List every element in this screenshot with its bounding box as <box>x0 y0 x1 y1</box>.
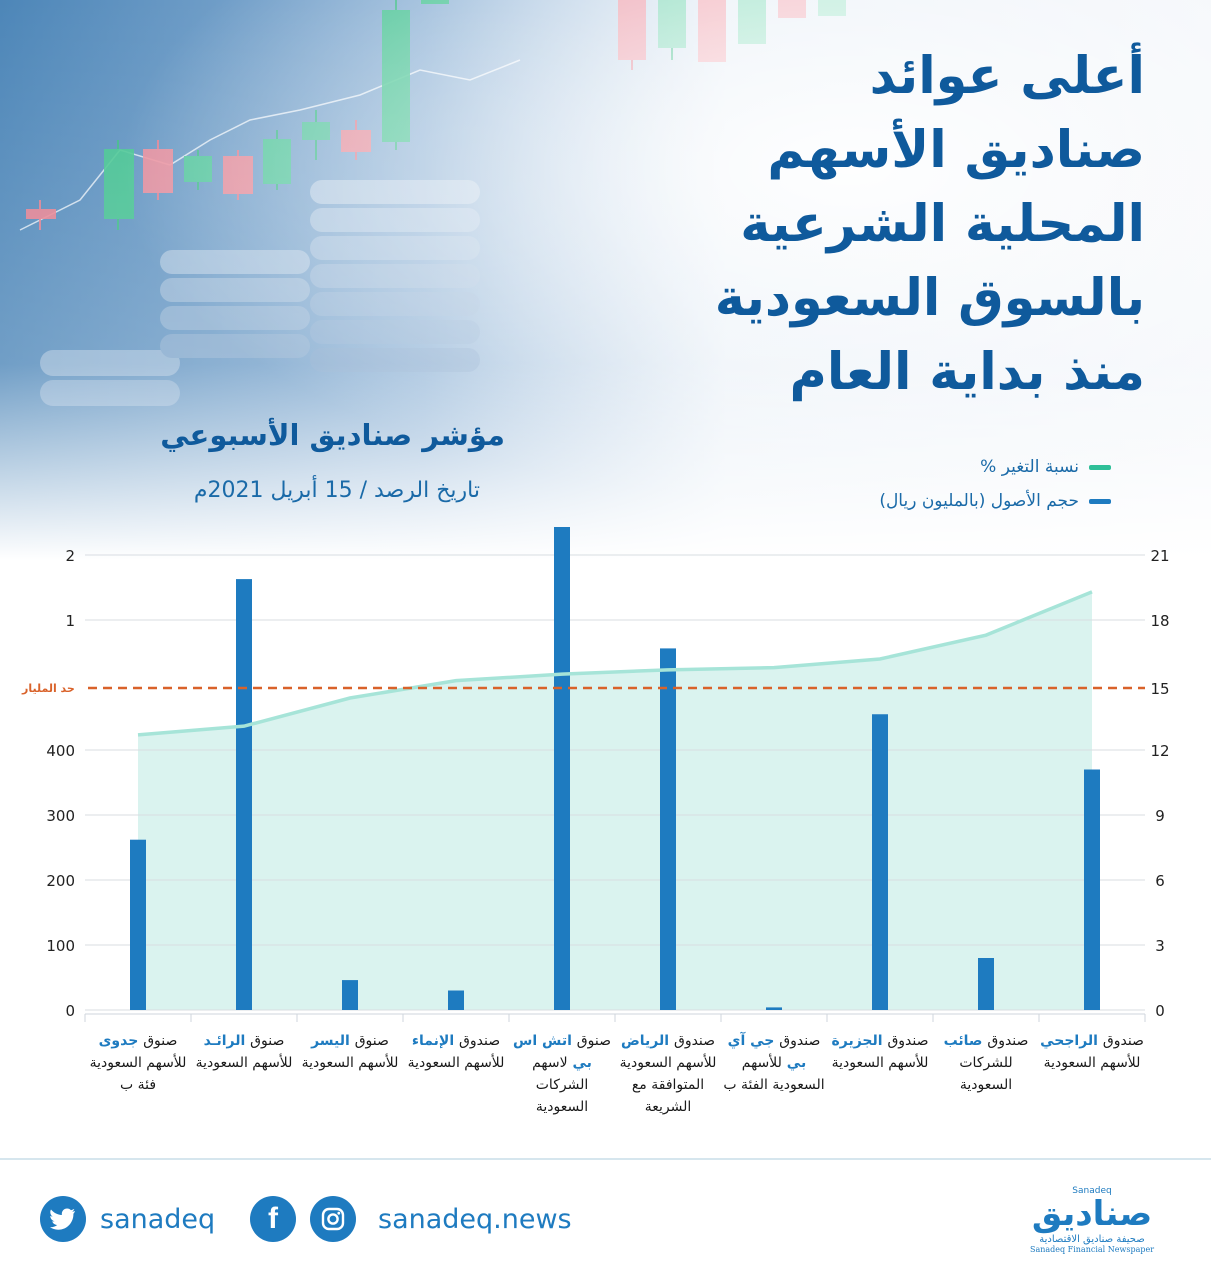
category-name: الرياض <box>620 1033 674 1049</box>
bar-assets <box>660 648 676 1010</box>
left-tick-label: 300 <box>46 807 75 825</box>
twitter-block: sanadeq <box>40 1196 215 1242</box>
bar-assets <box>1084 769 1100 1010</box>
legend-label-assets: حجم الأصول (بالمليون ريال) <box>879 491 1079 511</box>
category-label: صندوق الإنماء للأسهم السعودية <box>402 1030 510 1074</box>
chart-legend: نسبة التغير % حجم الأصول (بالمليون ريال) <box>751 450 1111 518</box>
category-label: صندوق الراجحي للأسهم السعودية <box>1038 1030 1146 1074</box>
legend-item-change: نسبة التغير % <box>751 450 1111 484</box>
website-link[interactable]: sanadeq.news <box>378 1203 572 1235</box>
bar-assets <box>766 1007 782 1010</box>
title-line: منذ بداية العام <box>789 343 1145 402</box>
title-line: المحلية الشرعية <box>740 195 1145 254</box>
category-prefix: صندوق <box>779 1033 821 1049</box>
legend-item-assets: حجم الأصول (بالمليون ريال) <box>751 484 1111 518</box>
category-prefix: صندوق <box>673 1033 716 1049</box>
category-name: جدوى <box>98 1033 144 1049</box>
category-name: الراجحي <box>1040 1033 1103 1049</box>
category-label: صندوق الرياض للأسهم السعودية المتوافقة م… <box>614 1030 722 1118</box>
category-label: صنوق الرائـد للأسهم السعودية <box>190 1030 298 1074</box>
left-tick-label: 200 <box>46 872 75 890</box>
chart-subtitle: مؤشر صناديق الأسبوعي <box>160 418 505 452</box>
bar-assets <box>872 714 888 1010</box>
category-prefix: صنوق <box>143 1033 178 1049</box>
twitter-handle[interactable]: sanadeq <box>100 1203 216 1235</box>
category-name: اليسر <box>311 1033 355 1049</box>
category-name: الإنماء <box>411 1033 460 1049</box>
threshold-label: حد المليار <box>21 682 75 695</box>
bar-assets <box>236 579 252 1010</box>
bar-assets <box>342 980 358 1010</box>
title-line: بالسوق السعودية <box>714 269 1145 328</box>
right-tick-label: 18 <box>1150 612 1169 630</box>
hero-background <box>0 0 1211 560</box>
category-desc: للأسهم السعودية المتوافقة مع الشريعة <box>619 1055 717 1115</box>
right-tick-label: 15 <box>1150 680 1169 698</box>
category-name: اتش اس بي <box>513 1033 592 1071</box>
category-prefix: صندوق <box>1102 1033 1144 1049</box>
category-name: صائب <box>943 1033 988 1049</box>
logo-main-text: صناديق <box>1031 1194 1153 1234</box>
category-desc: للأسهم السعودية <box>301 1055 399 1071</box>
category-name: الرائـد <box>203 1033 251 1049</box>
category-prefix: صنوق <box>250 1033 285 1049</box>
category-name: جي آي بي <box>727 1033 807 1071</box>
category-label: صندوق الجزيرة للأسهم السعودية <box>826 1030 934 1074</box>
category-name: الجزيرة <box>831 1033 888 1049</box>
change-line <box>137 590 1093 737</box>
web-block: f sanadeq.news <box>250 1196 572 1242</box>
category-prefix: صندوق <box>987 1033 1029 1049</box>
category-desc: للأسهم السعودية الفئة ب <box>723 1055 825 1093</box>
category-desc: لاسهم الشركات السعودية <box>532 1055 589 1115</box>
category-desc: للأسهم السعودية <box>831 1055 929 1071</box>
right-tick-label: 9 <box>1155 807 1165 825</box>
observation-date: تاريخ الرصد / 15 أبريل 2021م <box>193 478 480 503</box>
sanadeq-logo: Sanadeq صناديق صحيفة صناديق الاقتصادية S… <box>1017 1186 1167 1254</box>
category-desc: للشركات السعودية <box>959 1055 1013 1093</box>
left-tick-label: 2 <box>65 547 75 565</box>
bar-assets <box>554 527 570 1010</box>
instagram-icon[interactable] <box>310 1196 356 1242</box>
category-label: صنوق جدوى للأسهم السعودية فئة ب <box>84 1030 192 1096</box>
facebook-icon[interactable]: f <box>250 1196 296 1242</box>
twitter-icon[interactable] <box>40 1196 86 1242</box>
category-label: صنوق اتش اس بي لاسهم الشركات السعودية <box>508 1030 616 1118</box>
left-tick-label: 100 <box>46 937 75 955</box>
left-tick-label: 0 <box>65 1002 75 1020</box>
category-prefix: صندوق <box>887 1033 929 1049</box>
category-desc: للأسهم السعودية <box>1043 1055 1141 1071</box>
title-line: أعلى عوائد <box>869 47 1145 106</box>
title-line: صناديق الأسهم <box>767 121 1145 180</box>
right-tick-label: 6 <box>1155 872 1165 890</box>
category-label: صندوق جي آي بي للأسهم السعودية الفئة ب <box>720 1030 828 1096</box>
legend-swatch-line <box>1089 464 1111 470</box>
category-prefix: صندوق <box>459 1033 501 1049</box>
bar-assets <box>448 990 464 1010</box>
left-tick-label: 400 <box>46 742 75 760</box>
bar-assets <box>978 958 994 1010</box>
main-title: أعلى عوائد صناديق الأسهم المحلية الشرعية… <box>445 40 1145 410</box>
change-area <box>138 591 1092 1010</box>
bar-assets <box>130 839 146 1010</box>
logo-tagline-en: Sanadeq Financial Newspaper <box>1029 1245 1155 1254</box>
category-desc: للأسهم السعودية فئة ب <box>89 1055 187 1093</box>
logo-tagline-ar: صحيفة صناديق الاقتصادية <box>1039 1234 1145 1245</box>
category-label: صنوق اليسر للأسهم السعودية <box>296 1030 404 1074</box>
category-prefix: صنوق <box>354 1033 389 1049</box>
right-tick-label: 0 <box>1155 1002 1165 1020</box>
legend-swatch-bar <box>1089 498 1111 504</box>
legend-label-change: نسبة التغير % <box>980 457 1079 477</box>
category-label: صندوق صائب للشركات السعودية <box>932 1030 1040 1096</box>
logo-small-text: Sanadeq <box>1072 1186 1112 1196</box>
category-desc: للأسهم السعودية <box>195 1055 293 1071</box>
left-tick-label: 1 <box>65 612 75 630</box>
category-prefix: صنوق <box>576 1033 611 1049</box>
right-tick-label: 3 <box>1155 937 1165 955</box>
category-desc: للأسهم السعودية <box>407 1055 505 1071</box>
right-tick-label: 12 <box>1150 742 1169 760</box>
right-tick-label: 21 <box>1150 547 1169 565</box>
footer-divider <box>0 1158 1211 1160</box>
